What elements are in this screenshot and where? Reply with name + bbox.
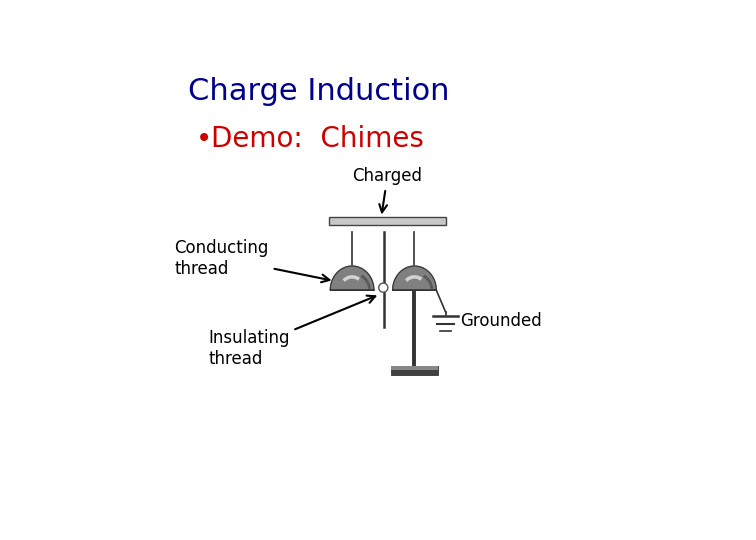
Text: Grounded: Grounded [460, 312, 542, 329]
Text: Charged: Charged [352, 167, 423, 212]
Text: Demo:  Chimes: Demo: Chimes [211, 125, 423, 153]
Bar [391, 366, 438, 370]
Text: Conducting
thread: Conducting thread [175, 239, 330, 282]
Bar [391, 366, 438, 375]
Circle shape [379, 283, 388, 292]
Bar [330, 218, 446, 225]
Text: Charge Induction: Charge Induction [187, 77, 449, 106]
Text: •: • [196, 125, 212, 153]
Polygon shape [392, 266, 436, 290]
Text: Insulating
thread: Insulating thread [208, 295, 375, 368]
Polygon shape [330, 266, 374, 290]
